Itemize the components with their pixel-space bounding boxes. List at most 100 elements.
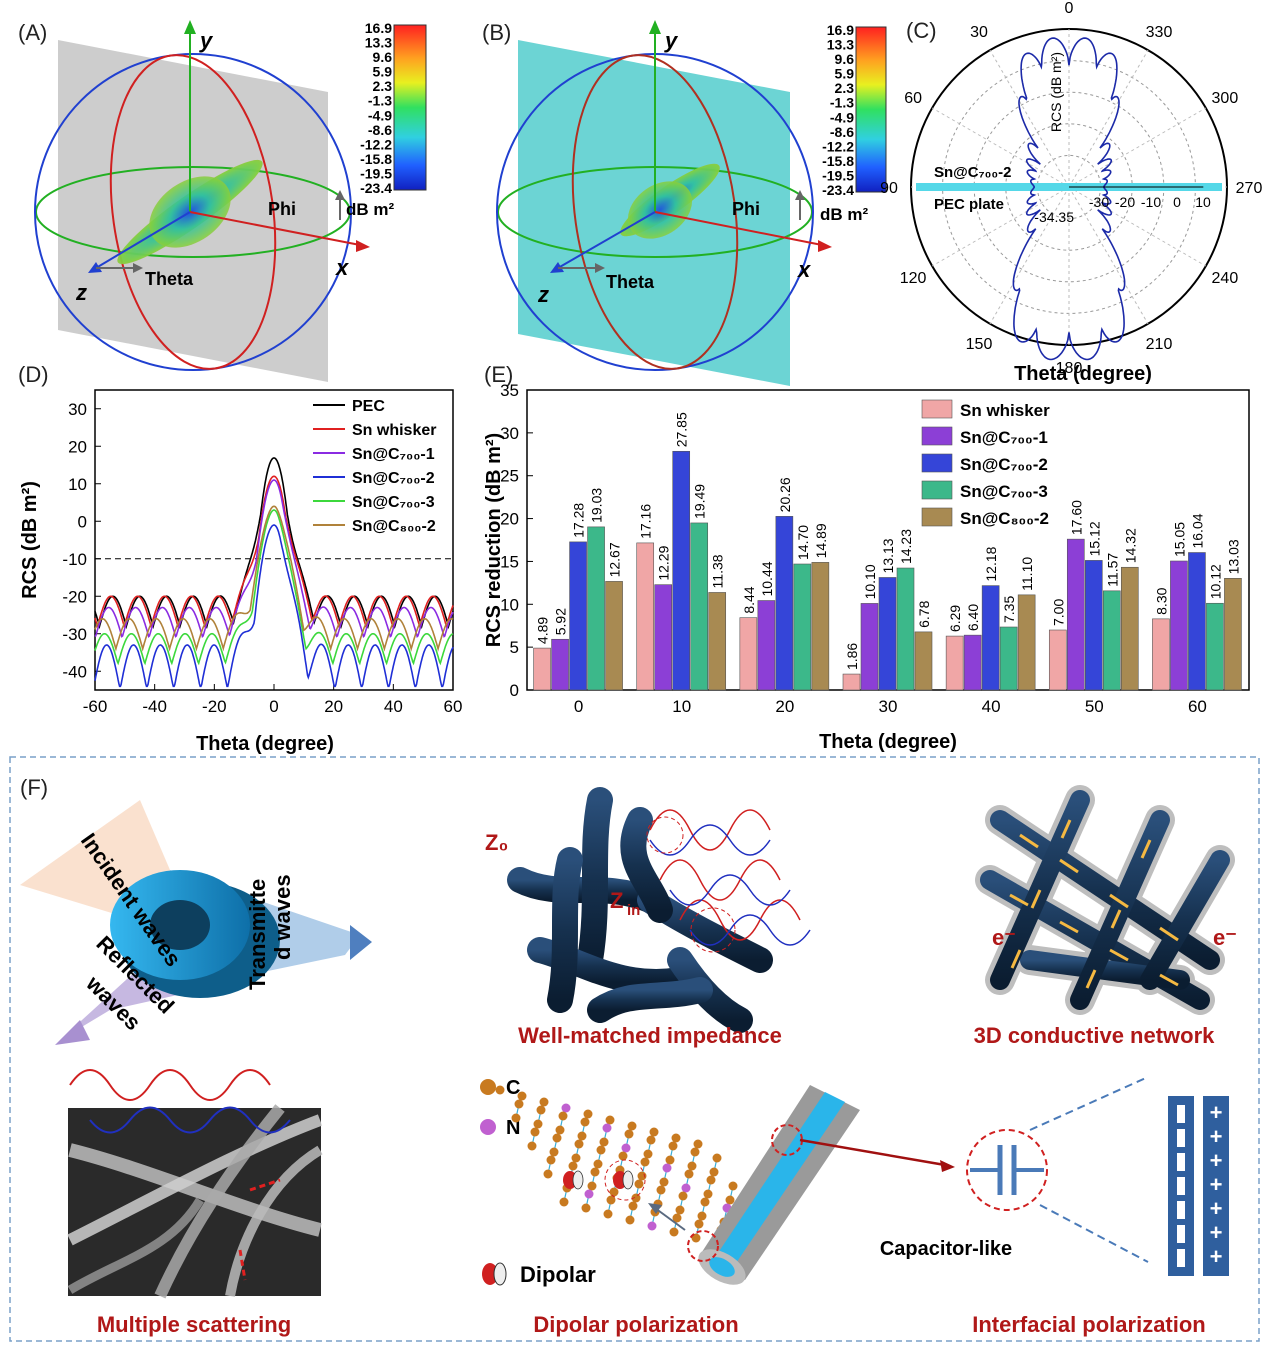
bar-value-label: 10.12 bbox=[1207, 564, 1223, 599]
bar-value-label: 7.35 bbox=[1001, 596, 1017, 623]
bar-value-label: 13.03 bbox=[1225, 539, 1241, 574]
caption-multiple-scattering: Multiple scattering bbox=[97, 1312, 291, 1337]
bar-value-label: 19.03 bbox=[589, 488, 605, 523]
plus-sign: + bbox=[1210, 1172, 1223, 1197]
legend-swatch bbox=[921, 480, 953, 500]
bar-value-label: 13.13 bbox=[880, 538, 896, 573]
legend-swatch bbox=[921, 426, 953, 446]
carbon-atom bbox=[555, 1125, 565, 1135]
y-tick-label: 15 bbox=[500, 552, 519, 571]
panel-b-colorbar bbox=[855, 26, 887, 193]
colorbar-tick: 13.3 bbox=[365, 35, 392, 51]
carbon-atom bbox=[581, 1203, 591, 1213]
panel-e-label: (E) bbox=[484, 362, 513, 387]
conductive-network: e⁻ e⁻ bbox=[975, 785, 1237, 1015]
polar-legend-sn: Sn@C₇₀₀-2 bbox=[934, 164, 1011, 181]
carbon-atom bbox=[536, 1105, 546, 1115]
legend-label: Sn@C₈₀₀-2 bbox=[352, 518, 436, 535]
carbon-atom bbox=[583, 1109, 593, 1119]
bar bbox=[587, 526, 605, 691]
panel-c-xlabel: Theta (degree) bbox=[1014, 363, 1152, 385]
dipolar-diagram: C N Dipolar bbox=[480, 1077, 860, 1287]
carbon-atom bbox=[596, 1145, 606, 1155]
carbon-atom bbox=[530, 1127, 540, 1137]
carbon-atom bbox=[558, 1111, 568, 1121]
polar-angle-label: 180 bbox=[1056, 360, 1083, 377]
bar-value-label: 6.29 bbox=[947, 605, 963, 632]
carbon-atom bbox=[625, 1215, 635, 1225]
colorbar-tick: -19.5 bbox=[360, 165, 392, 181]
bar bbox=[757, 600, 776, 691]
carbon-atom bbox=[649, 1127, 659, 1137]
capacitor-label: Capacitor-like bbox=[880, 1238, 1012, 1260]
legend-label: Sn@C₈₀₀-2 bbox=[960, 509, 1049, 528]
polar-angle-label: 150 bbox=[966, 336, 993, 353]
carbon-atom bbox=[628, 1201, 638, 1211]
carbon-atom bbox=[624, 1129, 634, 1139]
bar bbox=[878, 577, 897, 691]
polar-radial-label: RCS (dB m²) bbox=[1048, 52, 1064, 132]
bar-value-label: 15.12 bbox=[1086, 521, 1102, 556]
carbon-atom bbox=[694, 1219, 704, 1229]
y-tick-label: -30 bbox=[62, 625, 87, 644]
colorbar-tick: -12.2 bbox=[822, 138, 854, 154]
carbon-atom bbox=[590, 1167, 600, 1177]
x-tick-label: -40 bbox=[142, 697, 167, 716]
panel-b-phi-label: Phi bbox=[732, 199, 760, 219]
minus-sign bbox=[1177, 1129, 1185, 1147]
polar-radial-tick: -10 bbox=[1141, 194, 1161, 210]
bar bbox=[1017, 594, 1036, 691]
bar bbox=[690, 522, 709, 691]
bar-value-label: 8.30 bbox=[1153, 587, 1169, 614]
panel-a-red-ring bbox=[109, 54, 277, 370]
carbon-atom bbox=[495, 1085, 505, 1095]
panel-b-x-axis bbox=[654, 211, 823, 246]
bar bbox=[1048, 629, 1067, 691]
carbon-atom bbox=[643, 1149, 653, 1159]
carbon-atom bbox=[709, 1167, 719, 1177]
colorbar-tick: -15.8 bbox=[822, 153, 854, 169]
colorbar-tick: -4.9 bbox=[368, 107, 392, 123]
atom-n-label: N bbox=[506, 1117, 520, 1139]
colorbar-tick: -8.6 bbox=[368, 122, 392, 138]
bar-value-label: 27.85 bbox=[674, 412, 690, 447]
bar-value-label: 17.60 bbox=[1068, 500, 1084, 535]
polar-spoke bbox=[989, 49, 1070, 188]
bar bbox=[1224, 578, 1242, 691]
y-tick-label: 20 bbox=[68, 437, 87, 456]
panel-a-y-label: y bbox=[199, 28, 214, 53]
polar-angle-label: 30 bbox=[970, 24, 988, 41]
panel-a-colorbar-unit: dB m² bbox=[346, 200, 395, 219]
polar-legend-pec: PEC plate bbox=[934, 196, 1004, 213]
bar bbox=[1084, 560, 1103, 691]
panel-b-z-label: z bbox=[537, 282, 549, 307]
y-tick-label: 0 bbox=[78, 512, 87, 531]
bar-value-label: 15.05 bbox=[1171, 522, 1187, 557]
carbon-atom bbox=[634, 1179, 644, 1189]
plus-sign: + bbox=[1210, 1124, 1223, 1149]
bar bbox=[999, 626, 1018, 691]
bar-value-label: 19.49 bbox=[692, 484, 708, 519]
legend-swatch bbox=[921, 399, 953, 419]
nitrogen-atom bbox=[621, 1143, 631, 1153]
plus-sign: + bbox=[1210, 1244, 1223, 1269]
bar bbox=[1206, 602, 1224, 691]
plus-sign: + bbox=[1210, 1148, 1223, 1173]
y-tick-label: -10 bbox=[62, 550, 87, 569]
panel-d-xlabel: Theta (degree) bbox=[196, 733, 334, 755]
dipolar-legend-label: Dipolar bbox=[520, 1262, 596, 1287]
x-tick-label: -60 bbox=[83, 697, 108, 716]
series-line bbox=[94, 505, 454, 652]
y-tick-label: 35 bbox=[500, 381, 519, 400]
bar-value-label: 10.44 bbox=[759, 561, 775, 596]
carbon-atom bbox=[678, 1191, 688, 1201]
polar-radial-tick: -30 bbox=[1089, 194, 1109, 210]
bar-value-label: 16.04 bbox=[1189, 513, 1205, 548]
x-tick-label: 30 bbox=[879, 697, 898, 716]
legend-swatch bbox=[921, 507, 953, 527]
bar-value-label: 11.57 bbox=[1104, 553, 1120, 587]
x-tick-label: 40 bbox=[384, 697, 403, 716]
bar bbox=[1152, 618, 1170, 691]
x-tick-label: 20 bbox=[775, 697, 794, 716]
